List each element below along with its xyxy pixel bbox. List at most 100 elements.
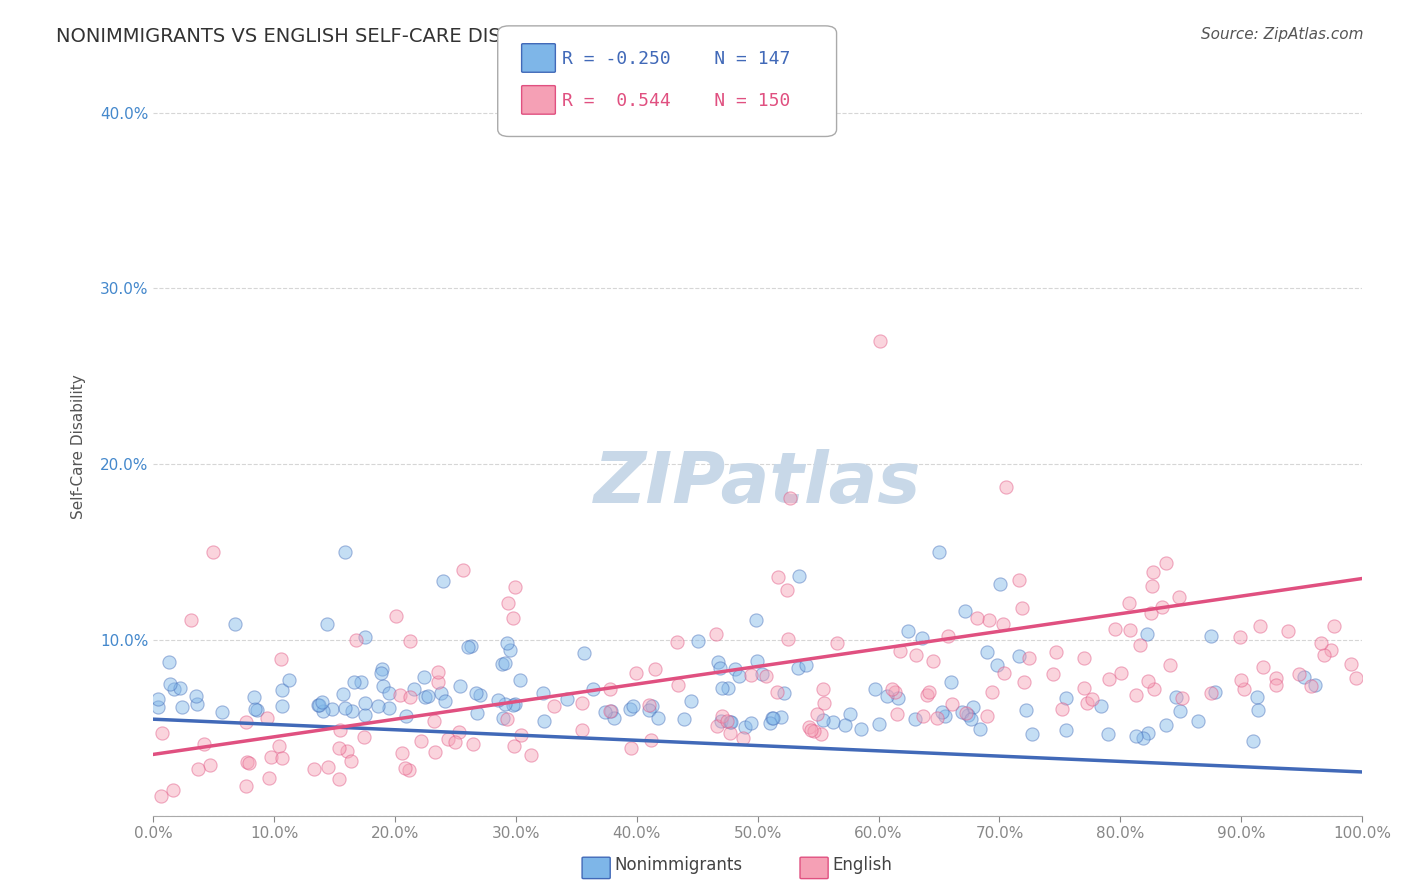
Point: [800, 723, 823, 738]
Point: [245, 702, 267, 716]
Point: [491, 657, 513, 671]
Point: [962, 700, 984, 714]
Point: [270, 683, 292, 698]
Point: [316, 759, 339, 773]
Point: [460, 639, 482, 653]
Point: [904, 648, 927, 662]
Point: [810, 727, 832, 741]
Point: [813, 696, 835, 710]
Point: [896, 624, 918, 638]
Point: [270, 698, 292, 713]
Point: [146, 692, 169, 706]
Point: [308, 698, 330, 713]
Point: [779, 491, 801, 505]
Point: [571, 696, 593, 710]
Point: [429, 686, 451, 700]
Point: [918, 685, 941, 699]
Point: [1073, 681, 1095, 696]
Point: [724, 662, 747, 676]
Point: [259, 749, 281, 764]
Point: [1129, 639, 1152, 653]
Point: [718, 715, 741, 730]
Point: [307, 698, 329, 712]
Point: [150, 789, 173, 803]
Point: [1140, 607, 1163, 621]
Point: [470, 688, 492, 702]
Point: [443, 735, 465, 749]
Point: [503, 739, 526, 753]
Point: [236, 756, 259, 770]
Point: [755, 668, 778, 682]
Point: [823, 714, 845, 729]
Point: [1230, 673, 1253, 687]
Point: [734, 720, 756, 734]
Point: [834, 718, 856, 732]
Point: [451, 563, 474, 577]
Point: [1246, 690, 1268, 704]
Point: [934, 708, 956, 723]
Point: [1011, 600, 1033, 615]
Point: [353, 730, 375, 744]
Point: [813, 681, 835, 696]
Point: [1125, 729, 1147, 743]
Point: [865, 682, 887, 697]
Point: [887, 691, 910, 706]
Point: [278, 673, 301, 687]
Point: [169, 681, 191, 695]
Point: [571, 723, 593, 738]
Point: [939, 674, 962, 689]
Text: ZIPatlas: ZIPatlas: [595, 449, 921, 518]
Point: [494, 698, 516, 712]
Point: [315, 616, 337, 631]
Point: [339, 755, 361, 769]
Point: [1204, 685, 1226, 699]
Point: [1142, 579, 1164, 593]
Point: [413, 690, 436, 705]
Point: [333, 545, 356, 559]
Point: [956, 708, 979, 723]
Point: [740, 716, 762, 731]
Point: [1015, 703, 1038, 717]
Point: [911, 631, 934, 645]
Point: [432, 574, 454, 589]
Point: [638, 703, 661, 717]
Text: R =  0.544    N = 150: R = 0.544 N = 150: [562, 92, 790, 110]
Point: [159, 677, 181, 691]
Point: [620, 741, 643, 756]
Point: [745, 654, 768, 668]
Point: [727, 669, 749, 683]
Point: [146, 700, 169, 714]
Point: [344, 633, 367, 648]
Point: [1012, 675, 1035, 690]
Point: [1312, 648, 1334, 662]
Point: [593, 705, 616, 719]
Point: [1154, 556, 1177, 570]
Point: [304, 762, 326, 776]
Point: [1118, 596, 1140, 610]
Point: [1008, 648, 1031, 663]
Point: [465, 686, 488, 700]
Point: [665, 635, 688, 649]
Point: [157, 656, 180, 670]
Point: [257, 772, 280, 786]
Point: [1042, 667, 1064, 681]
Point: [486, 692, 509, 706]
Point: [509, 728, 531, 742]
Point: [370, 662, 392, 676]
Point: [626, 665, 648, 680]
Point: [704, 626, 727, 640]
Point: [811, 713, 834, 727]
Point: [666, 678, 689, 692]
Point: [1310, 636, 1333, 650]
Text: Source: ZipAtlas.com: Source: ZipAtlas.com: [1201, 27, 1364, 42]
Point: [941, 697, 963, 711]
Point: [603, 711, 626, 725]
Point: [388, 688, 411, 702]
Point: [825, 636, 848, 650]
Point: [751, 667, 773, 681]
Point: [1241, 734, 1264, 748]
Point: [574, 646, 596, 660]
Point: [211, 705, 233, 719]
Point: [187, 762, 209, 776]
Point: [336, 743, 359, 757]
